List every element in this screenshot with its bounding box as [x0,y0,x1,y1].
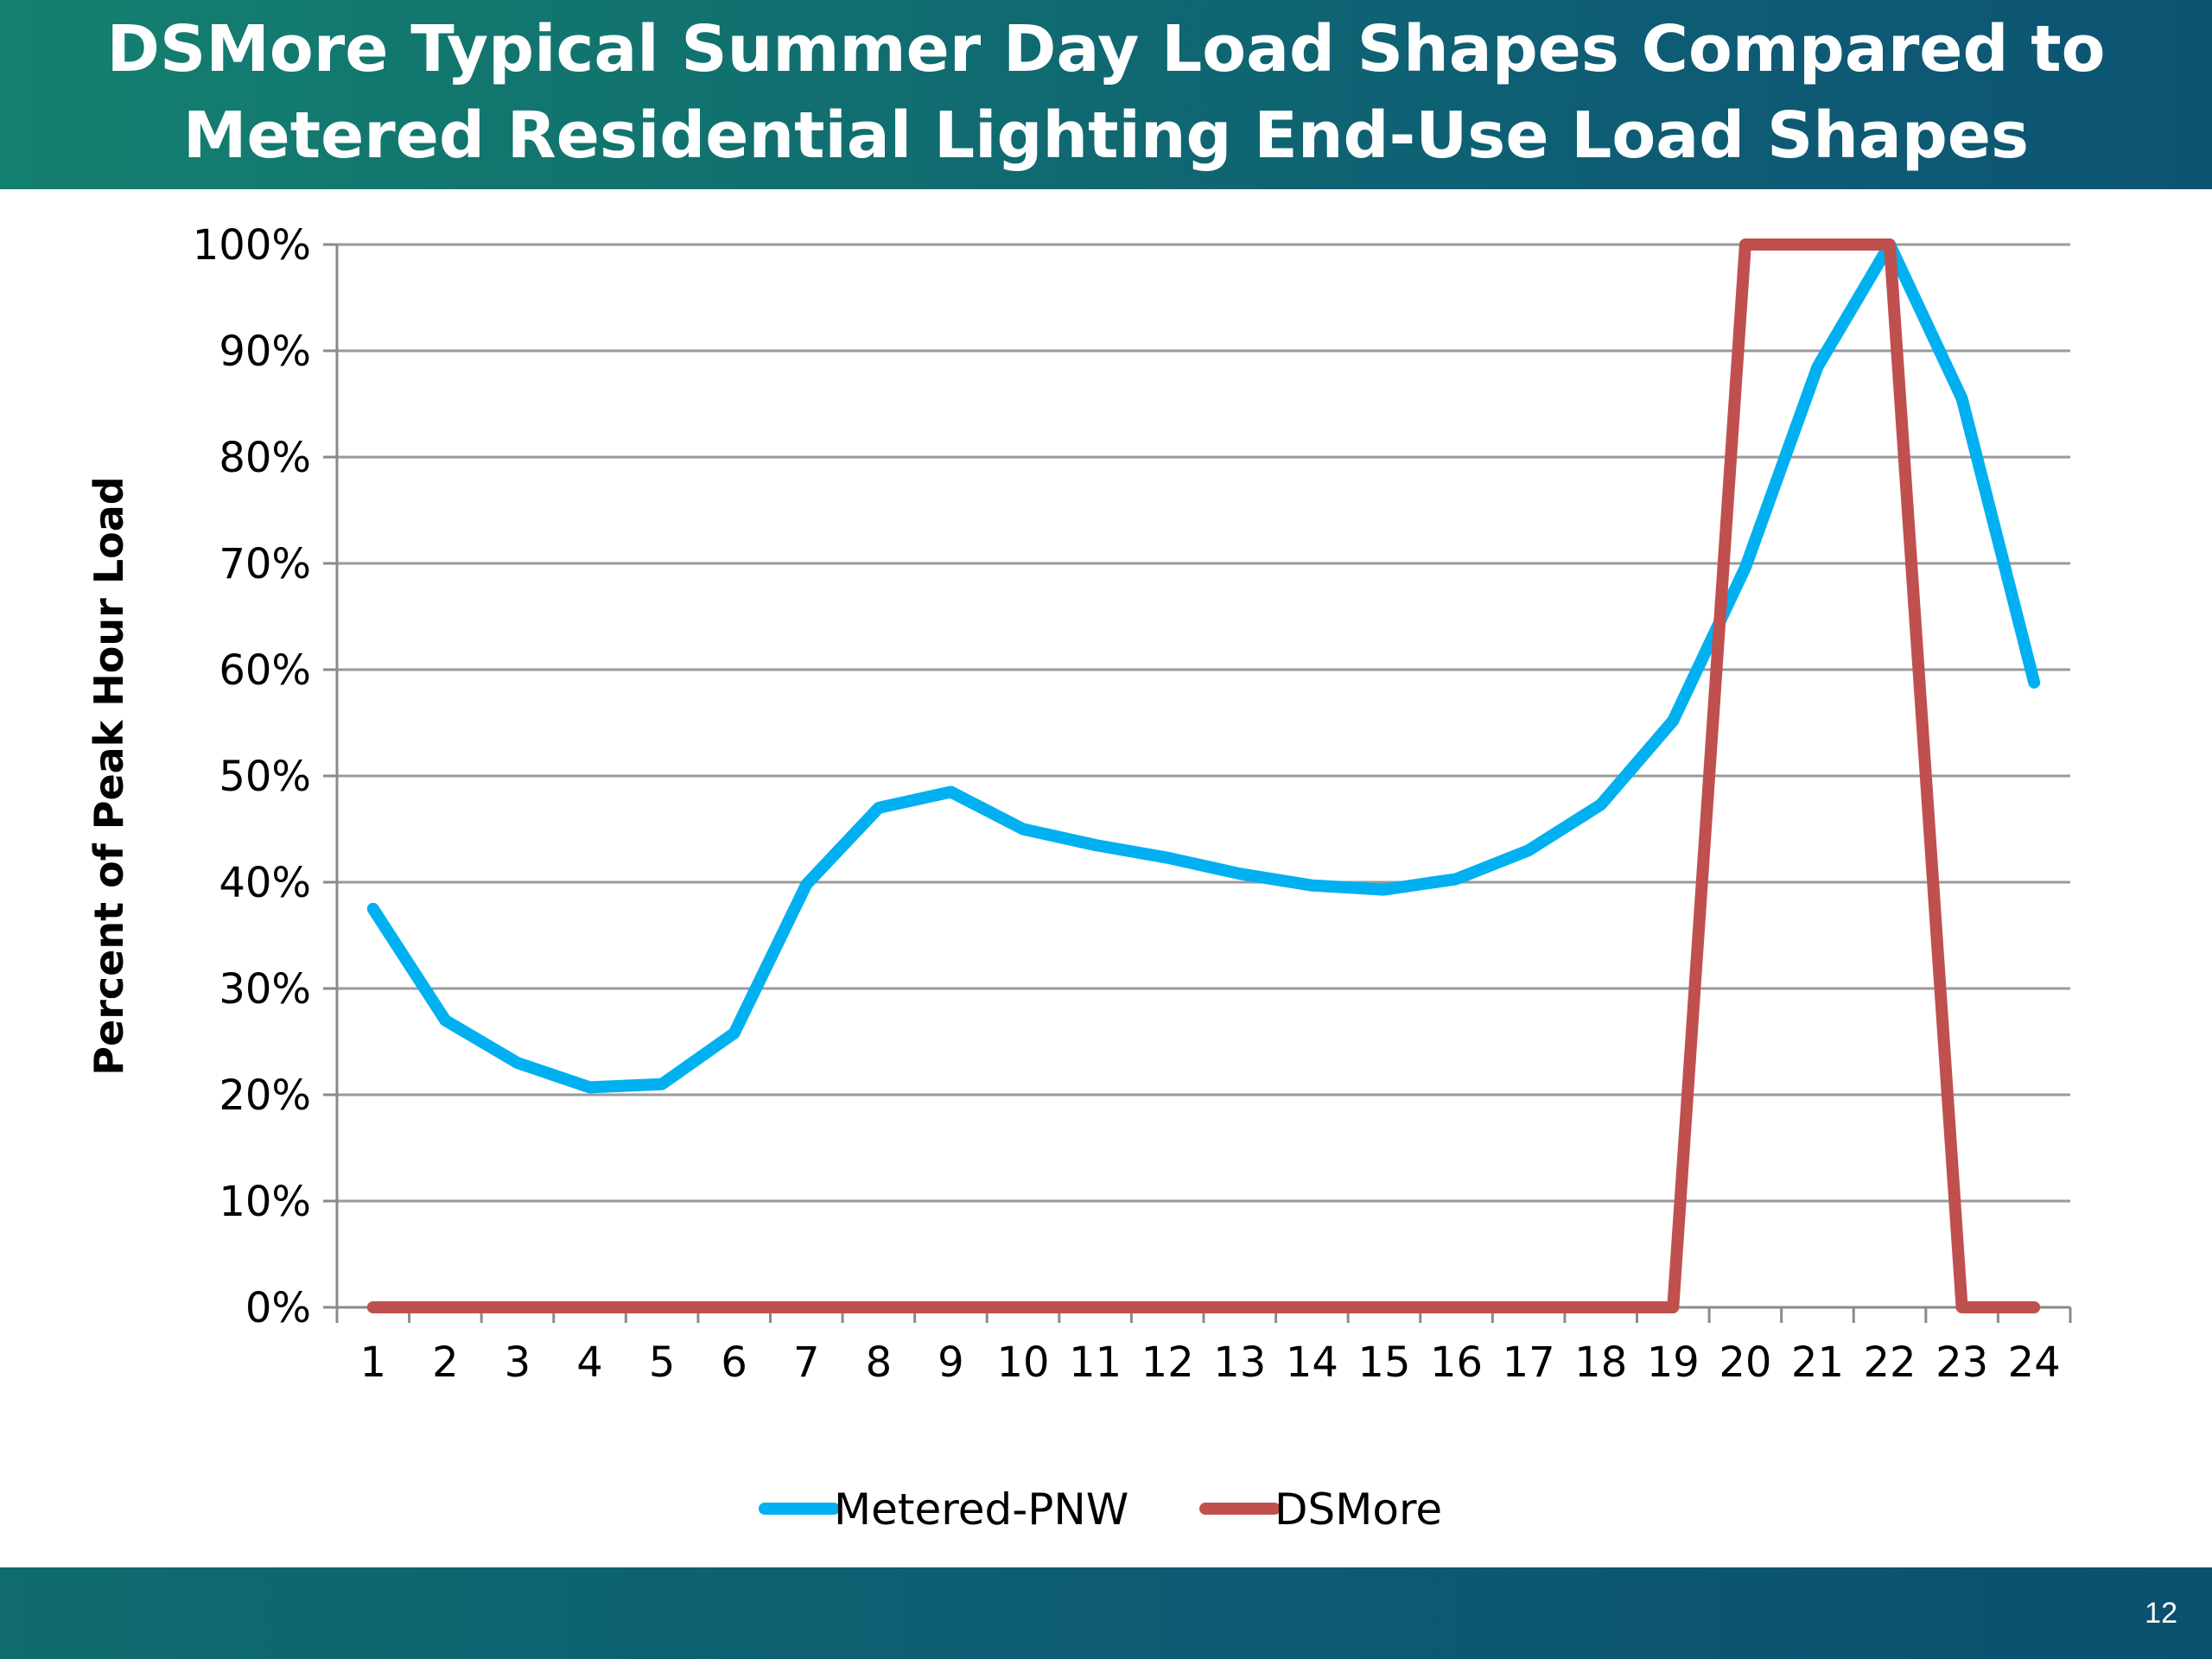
y-tick-label: 30% [219,965,311,1014]
y-tick-label: 70% [219,540,311,588]
y-tick-label: 100% [193,221,311,270]
x-tick-label: 8 [866,1338,893,1387]
series-line-metered-pnw [366,238,2041,1094]
x-tick-label: 4 [576,1338,603,1387]
x-tick-label: 19 [1647,1338,1700,1387]
x-tick-label: 10 [997,1338,1050,1387]
page-number: 12 [2145,1597,2177,1630]
x-tick-label: 12 [1141,1338,1194,1387]
x-tick-label: 16 [1430,1338,1483,1387]
series-line-dsmore [366,238,2041,1313]
x-tick-label: 7 [793,1338,820,1387]
y-tick-label: 80% [219,434,311,482]
x-tick-label: 1 [360,1338,387,1387]
x-tick-label: 14 [1286,1338,1338,1387]
x-tick-label: 21 [1791,1338,1844,1387]
y-tick-label: 50% [219,753,311,801]
x-tick-label: 20 [1719,1338,1771,1387]
x-tick-label: 17 [1503,1338,1555,1387]
legend-label-dsmore: DSMore [1274,1484,1442,1535]
x-tick-label: 3 [505,1338,531,1387]
y-tick-label: 20% [219,1071,311,1120]
x-tick-label: 9 [938,1338,964,1387]
x-tick-label: 23 [1936,1338,1988,1387]
x-tick-label: 5 [649,1338,676,1387]
legend-label-metered-pnw: Metered-PNW [834,1484,1128,1535]
y-axis-label: Percent of Peak Hour Load [86,476,132,1075]
x-tick-label: 24 [2008,1338,2061,1387]
y-tick-label: 40% [219,859,311,907]
footer-bar [0,1567,2212,1659]
slide-title-line-1: DSMore Typical Summer Day Load Shapes Co… [106,12,2106,86]
y-tick-label: 60% [219,646,311,695]
legend: Metered-PNW DSMore [759,1484,1442,1535]
y-tick-label: 90% [219,327,311,376]
x-tick-label: 18 [1574,1338,1627,1387]
x-tick-label: 2 [432,1338,459,1387]
slide-title-line-2: Metered Residential Lighting End-Use Loa… [182,99,2030,173]
x-tick-label: 22 [1864,1338,1916,1387]
title-bar: DSMore Typical Summer Day Load Shapes Co… [0,0,2212,189]
x-tick-label: 6 [721,1338,747,1387]
y-tick-label: 10% [219,1178,311,1226]
x-tick-label: 13 [1213,1338,1266,1387]
series-lines [366,238,2041,1313]
y-tick-label: 0% [245,1284,311,1332]
x-tick-label: 15 [1357,1338,1410,1387]
gridlines [337,243,2070,1203]
x-tick-label: 11 [1069,1338,1122,1387]
axes: 0%10%20%30%40%50%60%70%80%90%100%1 2 3 4 5 6 7… [193,221,2072,1387]
line-chart: 0%10%20%30%40%50%60%70%80%90%100%1 2 3 4 5 6 7… [86,221,2072,1535]
